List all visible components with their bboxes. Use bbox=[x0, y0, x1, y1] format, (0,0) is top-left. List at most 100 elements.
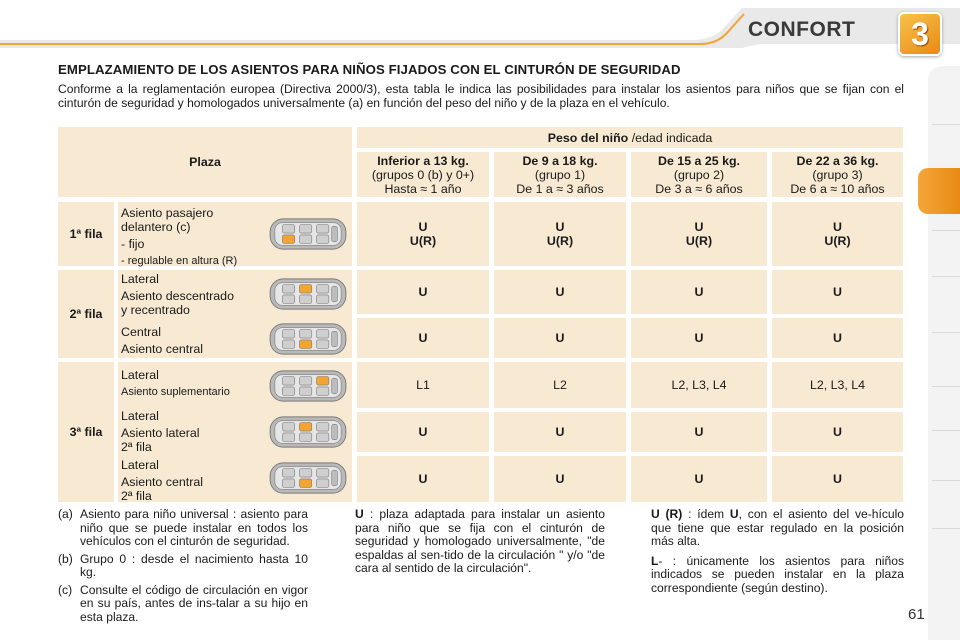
value-u: U bbox=[833, 220, 842, 234]
note-key: U bbox=[729, 507, 739, 521]
value-u: U bbox=[694, 220, 704, 234]
note-key: L bbox=[651, 553, 659, 568]
side-tab-divider bbox=[932, 276, 960, 277]
value-cell: U bbox=[494, 270, 626, 314]
row-label-3: 3ª fila bbox=[58, 362, 114, 502]
value-text: U bbox=[418, 285, 428, 299]
value-cell: U bbox=[357, 456, 489, 502]
group-header: De 22 a 36 kg. (grupo 3) De 6 a ≈ 10 año… bbox=[772, 152, 903, 197]
row-label-text: 1ª fila bbox=[69, 227, 103, 241]
value-cell: U bbox=[772, 270, 903, 314]
row-label-2: 2ª fila bbox=[58, 270, 114, 358]
note-key: U (R) bbox=[651, 507, 683, 521]
value-text: U bbox=[418, 331, 428, 345]
weight-header-cell: Peso del niño /edad indicada bbox=[357, 127, 903, 148]
side-tab-divider bbox=[932, 386, 960, 387]
value-cell: U bbox=[631, 270, 767, 314]
group-header: Inferior a 13 kg. (grupos 0 (b) y 0+) Ha… bbox=[357, 152, 489, 197]
seat-line: 2ª fila bbox=[121, 489, 152, 503]
side-tab-divider bbox=[932, 480, 960, 481]
value-text: U bbox=[694, 425, 704, 439]
seat-kind: Lateral bbox=[121, 409, 159, 423]
value-cell: L2, L3, L4 bbox=[772, 362, 903, 408]
seat-kind: Central bbox=[121, 325, 161, 339]
side-tab-strip bbox=[928, 66, 960, 640]
page-number: 61 bbox=[908, 606, 925, 623]
seat-line: Asiento suplementario bbox=[121, 386, 230, 398]
side-tab-divider bbox=[932, 528, 960, 529]
group-age: De 6 a ≈ 10 años bbox=[790, 181, 885, 196]
note-key: (b) bbox=[58, 551, 73, 566]
seat-kind: Lateral bbox=[121, 272, 159, 286]
value-text: U bbox=[833, 331, 842, 345]
value-u: U bbox=[555, 220, 565, 234]
group-title: De 22 a 36 kg. bbox=[796, 153, 879, 168]
group-age: De 3 a ≈ 6 años bbox=[655, 181, 743, 196]
value-cell: U bbox=[357, 412, 489, 452]
note-text: - : únicamente los asientos para niños i… bbox=[651, 553, 904, 595]
value-cell: L2 bbox=[494, 362, 626, 408]
note-c: (c) Consulte el código de circulación en… bbox=[58, 582, 308, 625]
note-text: Consulte el código de circulación en vig… bbox=[80, 582, 308, 624]
note-a: (a) Asiento para niño universal : asient… bbox=[58, 507, 308, 549]
value-text: U bbox=[555, 425, 565, 439]
seat-kind: Lateral bbox=[121, 368, 159, 382]
car-seat-diagram-icon bbox=[269, 323, 347, 355]
notes-column-1: (a) Asiento para niño universal : asient… bbox=[58, 507, 308, 628]
value-text: U bbox=[694, 472, 704, 486]
note-ur: U (R) : ídem U, con el asiento del ve-hí… bbox=[651, 507, 905, 549]
value-text: U bbox=[694, 285, 704, 299]
value-cell: U bbox=[357, 318, 489, 358]
note-key-u: U bbox=[355, 507, 364, 521]
row-label-text: 3ª fila bbox=[69, 425, 103, 439]
note-key: (a) bbox=[58, 507, 73, 521]
note-l: L- : únicamente los asientos para niños … bbox=[651, 553, 904, 596]
car-seat-diagram-icon bbox=[269, 462, 347, 494]
car-seat-diagram-icon bbox=[269, 416, 347, 448]
weight-header-rest: /edad indicada bbox=[628, 130, 713, 145]
intro-paragraph: Conforme a la reglamentación europea (Di… bbox=[58, 82, 904, 110]
seat-line: Asiento pasajero bbox=[121, 206, 214, 220]
value-cell: U U(R) bbox=[357, 202, 489, 266]
section-title: EMPLAZAMIENTO DE LOS ASIENTOS PARA NIÑOS… bbox=[58, 62, 681, 77]
value-text: U bbox=[555, 472, 565, 486]
seat-line: Asiento descentrado bbox=[121, 289, 234, 303]
seat-line: Asiento lateral bbox=[121, 426, 200, 440]
car-seat-diagram-icon bbox=[269, 278, 347, 310]
row-label-1: 1ª fila bbox=[58, 202, 114, 266]
group-header: De 15 a 25 kg. (grupo 2) De 3 a ≈ 6 años bbox=[631, 152, 767, 197]
group-title: De 15 a 25 kg. bbox=[658, 153, 740, 168]
plaza-header-cell: Plaza bbox=[58, 127, 352, 197]
value-cell: U bbox=[631, 318, 767, 358]
value-text: U bbox=[833, 472, 842, 486]
group-header: De 9 a 18 kg. (grupo 1) De 1 a ≈ 3 años bbox=[494, 152, 626, 197]
value-cell: U bbox=[772, 318, 903, 358]
seat-option-adjustable: - regulable en altura (R) bbox=[121, 255, 238, 267]
value-cell: U bbox=[357, 270, 489, 314]
value-cell: U bbox=[494, 318, 626, 358]
group-age: De 1 a ≈ 3 años bbox=[516, 181, 604, 196]
seat-line: delantero (c) bbox=[121, 220, 191, 234]
value-cell: U bbox=[631, 456, 767, 502]
value-text: U bbox=[833, 425, 842, 439]
note-text: : plaza adaptada para instalar un asient… bbox=[355, 507, 605, 575]
value-text: U bbox=[418, 425, 428, 439]
value-cell: U U(R) bbox=[494, 202, 626, 266]
active-chapter-tab[interactable] bbox=[918, 168, 960, 214]
side-tab-divider bbox=[932, 124, 960, 125]
value-text: U bbox=[555, 285, 565, 299]
car-seat-diagram-icon bbox=[269, 218, 347, 250]
notes-column-3: U (R) : ídem U, con el asiento del ve-hí… bbox=[651, 507, 905, 596]
value-cell: U bbox=[494, 412, 626, 452]
seat-cell: Asiento pasajero delantero (c) - fijo - … bbox=[118, 202, 352, 267]
value-ur: U(R) bbox=[685, 234, 713, 248]
value-ur: U(R) bbox=[546, 234, 574, 248]
group-sub: (grupo 2) bbox=[673, 167, 725, 182]
note-text: Grupo 0 : desde el nacimiento hasta 10 k… bbox=[80, 551, 308, 579]
notes-column-2: U : plaza adaptada para instalar un asie… bbox=[355, 507, 605, 576]
note-text: , con el asiento del ve-hículo que tiene… bbox=[651, 507, 905, 548]
group-title: De 9 a 18 kg. bbox=[522, 153, 598, 168]
value-cell: U bbox=[772, 456, 903, 502]
note-text: : ídem bbox=[682, 507, 730, 521]
row-label-text: 2ª fila bbox=[69, 307, 103, 321]
